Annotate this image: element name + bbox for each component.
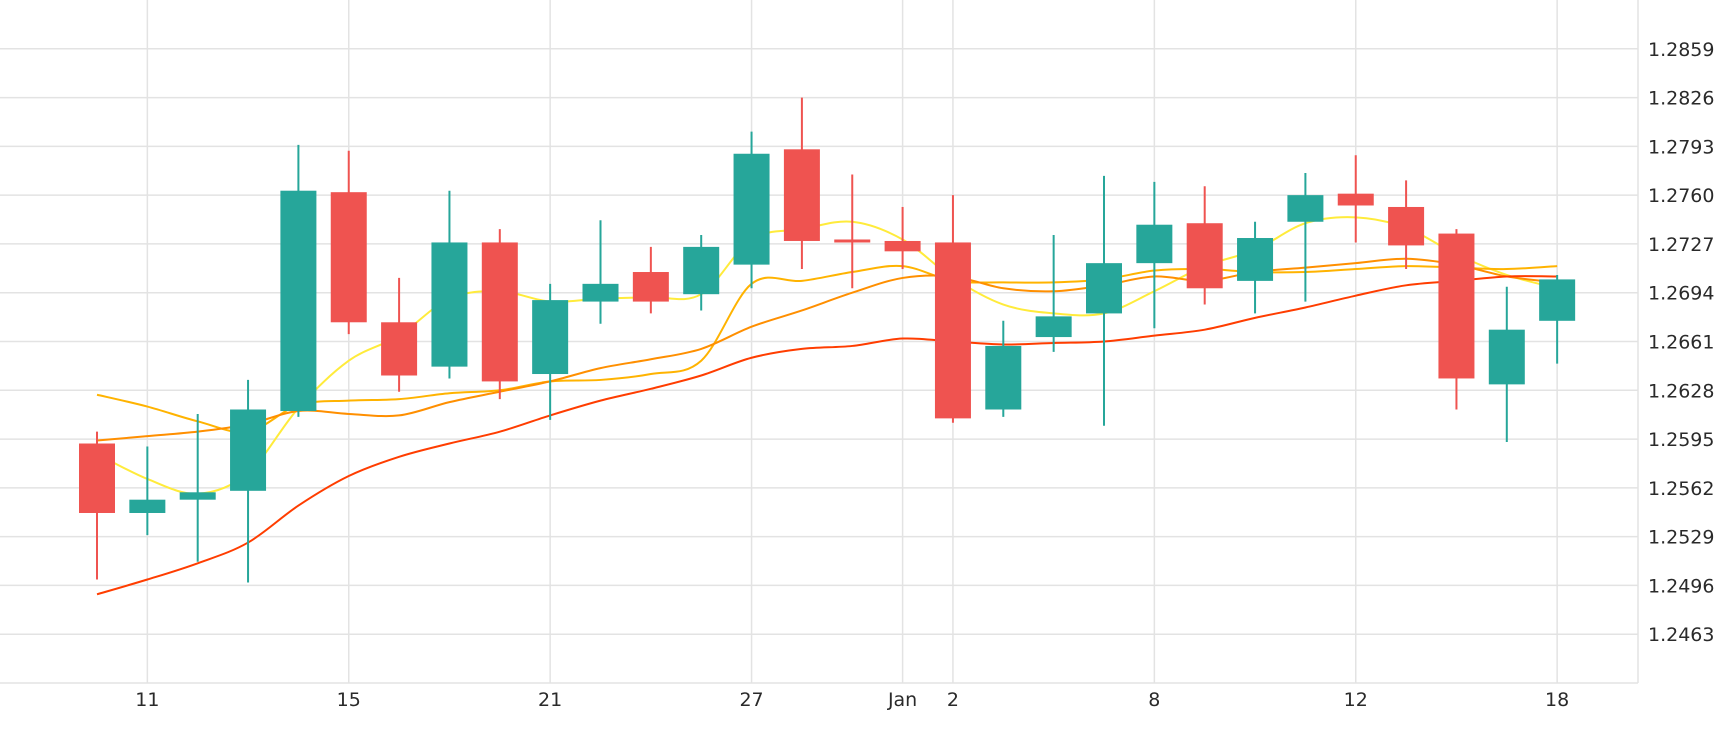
candle-body — [582, 283, 619, 302]
y-tick-label: 1.2562 — [1648, 478, 1714, 500]
candle — [1136, 181, 1173, 329]
candle — [1237, 221, 1274, 314]
candle — [330, 150, 367, 335]
candle — [1438, 229, 1475, 410]
x-tick-label: Jan — [887, 689, 917, 711]
candle — [230, 379, 267, 583]
moving-average-line-3 — [96, 257, 1558, 442]
y-tick-label: 1.2463 — [1648, 624, 1714, 646]
x-tick-label: 12 — [1344, 689, 1368, 711]
candle-body — [330, 192, 367, 323]
candle-body — [1086, 263, 1122, 314]
candle — [431, 190, 468, 379]
candle-body — [1337, 193, 1374, 206]
y-tick-label: 1.2496 — [1648, 575, 1714, 597]
y-tick-label: 1.2628 — [1648, 380, 1714, 402]
candle-body — [532, 300, 569, 375]
candle-body — [1287, 195, 1324, 222]
candle-body — [683, 246, 720, 295]
candles — [79, 97, 1576, 583]
candle — [280, 144, 317, 417]
y-tick-label: 1.2694 — [1648, 283, 1714, 305]
x-tick-label: 21 — [538, 689, 562, 711]
candle — [1035, 235, 1072, 352]
candle — [179, 413, 216, 562]
candle — [632, 246, 669, 314]
candle-body — [632, 272, 669, 302]
candle-body — [280, 190, 317, 411]
candle — [1086, 175, 1122, 426]
candle-body — [834, 239, 871, 243]
candle-body — [431, 242, 468, 367]
x-tick-label: 11 — [135, 689, 159, 711]
candle-body — [230, 409, 267, 491]
y-tick-label: 1.2859 — [1648, 39, 1714, 61]
moving-average-line-4 — [96, 275, 1558, 596]
candle — [884, 206, 921, 270]
y-tick-label: 1.2826 — [1648, 88, 1714, 110]
gridlines — [0, 0, 1639, 684]
candle — [1186, 186, 1223, 305]
candle — [1287, 172, 1324, 302]
candle-body — [1237, 238, 1274, 281]
candle-body — [381, 322, 418, 376]
y-tick-label: 1.2529 — [1648, 527, 1714, 549]
y-tick-label: 1.2793 — [1648, 136, 1714, 158]
candle-body — [1388, 206, 1425, 246]
candle-body — [1035, 316, 1072, 338]
candle-body — [1136, 224, 1173, 264]
x-axis-labels: 11 15 21 27 Jan 2 8 12 18 — [135, 689, 1569, 711]
candle — [733, 131, 770, 289]
x-tick-label: 8 — [1148, 689, 1160, 711]
candle-body — [481, 242, 518, 382]
candle-body — [1186, 223, 1223, 289]
candle-body — [1488, 329, 1525, 385]
y-tick-label: 1.2727 — [1648, 234, 1714, 256]
candle — [129, 446, 166, 536]
candle-body — [129, 499, 166, 513]
candle-body — [985, 345, 1022, 410]
candle-body — [733, 153, 770, 265]
candle-body — [1539, 279, 1576, 321]
candle — [934, 195, 971, 423]
y-tick-label: 1.2661 — [1648, 332, 1714, 354]
candle-body — [179, 492, 216, 500]
x-tick-label: 15 — [337, 689, 361, 711]
candle — [582, 220, 619, 324]
moving-average-line-2 — [96, 264, 1558, 434]
candle — [481, 229, 518, 400]
candle — [985, 320, 1022, 417]
candle-body — [783, 149, 820, 241]
x-tick-label: 2 — [947, 689, 959, 711]
candle — [381, 277, 418, 392]
candle-body — [1438, 233, 1475, 379]
candle-body — [934, 242, 971, 419]
candle — [783, 97, 820, 270]
y-tick-label: 1.2595 — [1648, 429, 1714, 451]
y-tick-label: 1.2760 — [1648, 185, 1714, 207]
candle-body — [884, 240, 921, 252]
candle — [834, 174, 871, 289]
candle — [1337, 155, 1374, 243]
candle — [79, 431, 115, 580]
candle — [1539, 274, 1576, 364]
y-axis-labels: 1.2859 1.2826 1.2793 1.2760 1.2727 1.2694 1.26… — [1648, 39, 1714, 646]
x-tick-label: 27 — [739, 689, 763, 711]
candle — [683, 235, 720, 311]
candle-body — [79, 443, 115, 513]
x-tick-label: 18 — [1545, 689, 1569, 711]
candle — [1388, 180, 1425, 270]
candle — [532, 283, 569, 420]
candle — [1488, 286, 1525, 443]
